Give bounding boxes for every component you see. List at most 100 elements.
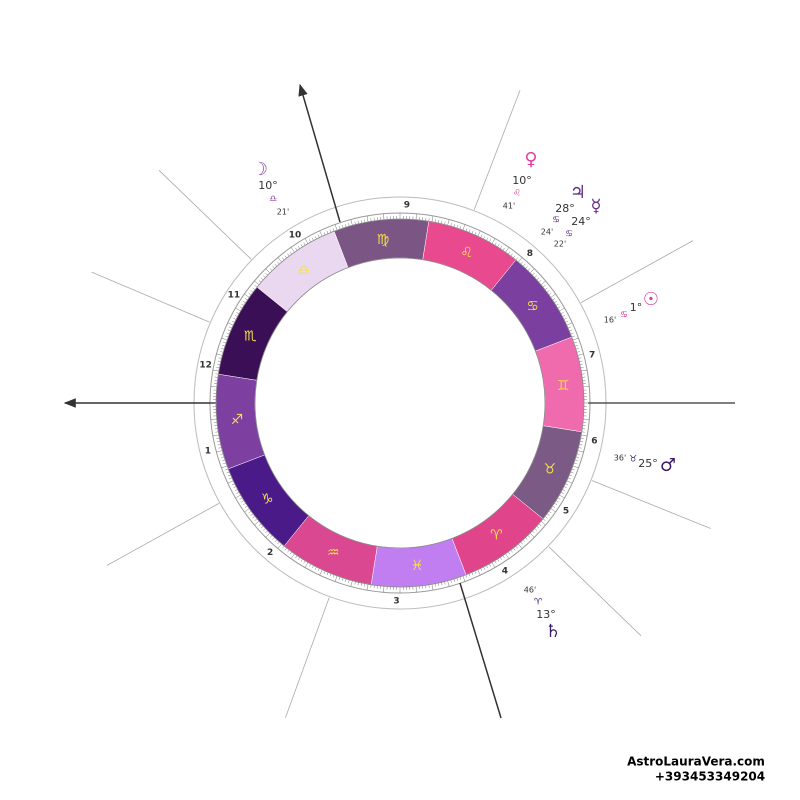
house-number: 9 xyxy=(404,201,410,211)
degree-tick xyxy=(366,584,369,591)
degree-tick xyxy=(221,465,228,469)
degree-tick xyxy=(532,272,535,276)
degree-tick xyxy=(269,268,273,271)
degree-tick xyxy=(510,549,513,553)
degree-tick xyxy=(477,230,481,237)
degree-tick xyxy=(217,363,221,365)
degree-tick xyxy=(579,360,583,362)
planet-glyph: ☽ xyxy=(252,159,268,180)
planet-minutes: 16' xyxy=(604,316,616,325)
degree-tick xyxy=(265,272,268,276)
degree-tick xyxy=(332,574,335,578)
degree-tick xyxy=(309,563,312,567)
degree-tick xyxy=(513,255,516,259)
degree-tick xyxy=(534,528,537,531)
degree-tick xyxy=(287,253,290,257)
degree-tick xyxy=(360,220,362,224)
degree-tick xyxy=(290,247,295,253)
degree-tick xyxy=(552,298,556,301)
degree-tick xyxy=(304,562,309,568)
degree-tick xyxy=(453,224,455,228)
degree-tick xyxy=(552,505,556,508)
degree-tick xyxy=(491,562,496,568)
degree-tick xyxy=(580,367,584,369)
degree-tick xyxy=(260,525,264,529)
degree-tick xyxy=(522,539,526,543)
degree-tick xyxy=(544,287,548,290)
degree-tick xyxy=(563,486,567,489)
degree-tick xyxy=(483,236,486,240)
degree-tick xyxy=(277,261,280,265)
degree-tick xyxy=(518,543,523,549)
degree-tick xyxy=(284,547,287,551)
degree-tick xyxy=(345,224,347,228)
planet-glyph: ♄ xyxy=(545,621,561,642)
planet-sign: ♉ xyxy=(629,455,637,465)
degree-tick xyxy=(525,537,528,540)
planet-sign: ♋ xyxy=(620,311,628,321)
degree-tick xyxy=(575,348,579,350)
house-cusp xyxy=(106,503,220,566)
degree-tick xyxy=(216,450,223,453)
house-cusp xyxy=(158,170,252,260)
degree-tick xyxy=(234,314,238,317)
degree-tick xyxy=(575,456,579,458)
house-number: 4 xyxy=(502,566,508,576)
degree-tick xyxy=(431,215,434,222)
degree-tick xyxy=(332,228,335,232)
degree-tick xyxy=(546,290,550,293)
degree-tick xyxy=(447,580,450,587)
sign-glyph: ♌ xyxy=(460,245,473,261)
degree-tick xyxy=(566,322,573,326)
degree-tick xyxy=(431,584,434,591)
sign-glyph: ♑ xyxy=(261,491,274,507)
mc-axis xyxy=(298,83,341,223)
degree-tick xyxy=(357,582,359,586)
house-number: 10 xyxy=(289,231,302,241)
degree-tick xyxy=(323,570,326,574)
degree-tick xyxy=(540,280,546,285)
degree-tick xyxy=(513,547,516,551)
degree-tick xyxy=(252,516,256,519)
house-cusp xyxy=(285,597,330,718)
degree-tick xyxy=(527,535,531,538)
degree-tick xyxy=(465,574,468,578)
degree-tick xyxy=(364,219,366,223)
degree-tick xyxy=(459,576,462,580)
planet-minutes: 24' xyxy=(541,228,553,237)
degree-tick xyxy=(303,560,306,564)
degree-tick xyxy=(520,541,523,545)
degree-tick xyxy=(574,344,578,347)
degree-tick xyxy=(557,306,561,309)
degree-tick xyxy=(507,551,511,555)
degree-tick xyxy=(314,566,317,570)
degree-tick xyxy=(567,477,571,480)
degree-tick xyxy=(304,238,309,244)
degree-tick xyxy=(311,565,314,569)
degree-tick xyxy=(274,539,278,543)
degree-tick xyxy=(546,513,550,516)
degree-tick xyxy=(567,326,571,329)
house-number: 12 xyxy=(199,361,212,371)
inner-circle xyxy=(254,257,546,549)
degree-tick xyxy=(222,459,226,462)
degree-tick xyxy=(210,386,217,388)
footer-phone: +393453349204 xyxy=(655,770,765,784)
degree-tick xyxy=(383,213,385,220)
degree-tick xyxy=(577,353,584,356)
degree-tick xyxy=(263,528,266,531)
degree-tick xyxy=(434,583,436,587)
degree-tick xyxy=(462,575,466,582)
planet-glyph: ☿ xyxy=(590,196,601,217)
degree-tick xyxy=(471,572,474,576)
degree-tick xyxy=(579,444,583,446)
degree-tick xyxy=(548,510,552,514)
degree-tick xyxy=(210,418,217,420)
degree-tick xyxy=(444,221,446,225)
degree-tick xyxy=(483,566,486,570)
degree-tick xyxy=(572,465,579,469)
degree-tick xyxy=(212,434,219,437)
degree-tick xyxy=(538,523,542,526)
degree-tick xyxy=(577,450,584,453)
